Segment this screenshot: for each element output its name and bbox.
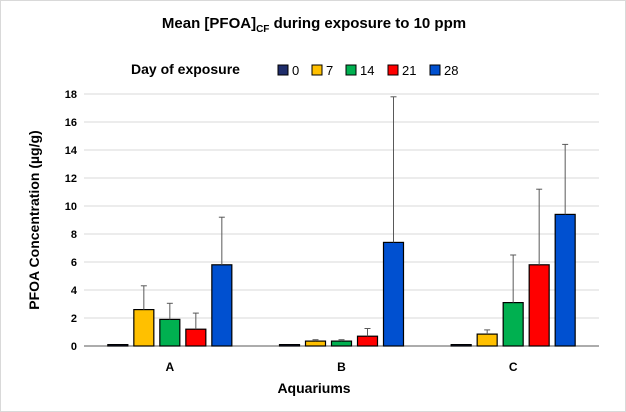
y-tick-label: 2 (71, 313, 77, 325)
legend-swatch-7 (311, 64, 323, 76)
legend-swatch-21 (387, 64, 399, 76)
legend-swatch-28 (429, 64, 441, 76)
legend-title: Day of exposure (131, 61, 240, 77)
legend-label-21: 21 (402, 63, 416, 78)
y-axis-ticks: 0 2 4 6 8 10 12 14 16 18 (65, 89, 78, 353)
y-tick-label: 14 (65, 145, 78, 157)
bar-A-7 (133, 309, 155, 347)
bars (107, 213, 576, 347)
legend-swatch-14 (345, 64, 357, 76)
legend-label-0: 0 (292, 63, 299, 78)
y-tick-label: 8 (71, 229, 77, 241)
y-tick-label: 10 (65, 201, 77, 213)
y-axis-title: PFOA Concentration (µg/g) (26, 130, 42, 309)
y-tick-label: 16 (65, 117, 77, 129)
bar-A-21 (185, 328, 207, 347)
bar-B-28 (382, 241, 405, 347)
x-category-label: C (509, 360, 518, 374)
chart-title: Mean [PFOA]CF during exposure to 10 ppm (162, 15, 466, 35)
bar-C-28 (554, 213, 576, 347)
bar-C-7 (476, 333, 498, 347)
bar-A-0 (107, 344, 129, 347)
x-axis-categories: A B C (165, 360, 517, 374)
bar-B-7 (304, 340, 327, 347)
bar-C-21 (528, 264, 550, 347)
x-category-label: B (337, 360, 346, 374)
bar-C-0 (450, 344, 472, 347)
bar-A-28 (211, 264, 233, 347)
error-bars (140, 96, 569, 342)
y-tick-label: 18 (65, 89, 77, 101)
legend-label-14: 14 (360, 63, 374, 78)
x-axis-title: Aquariums (277, 380, 350, 396)
bar-A-14 (159, 318, 181, 347)
legend-swatch-0 (277, 64, 289, 76)
bar-B-0 (278, 344, 301, 347)
chart-title-main: Mean [PFOA] (162, 15, 256, 32)
legend-label-28: 28 (444, 63, 458, 78)
bar-B-21 (356, 335, 379, 347)
x-category-label: A (165, 360, 174, 374)
bar-B-14 (330, 340, 353, 347)
y-tick-label: 12 (65, 173, 77, 185)
bar-C-14 (502, 302, 524, 347)
y-tick-label: 6 (71, 257, 77, 269)
legend: 0 7 14 21 28 (277, 63, 458, 78)
legend-label-7: 7 (326, 63, 333, 78)
y-tick-label: 4 (71, 285, 78, 297)
chart-title-rest: during exposure to 10 ppm (269, 15, 466, 32)
y-tick-label: 0 (71, 341, 77, 353)
chart-title-subscript: CF (256, 24, 269, 35)
